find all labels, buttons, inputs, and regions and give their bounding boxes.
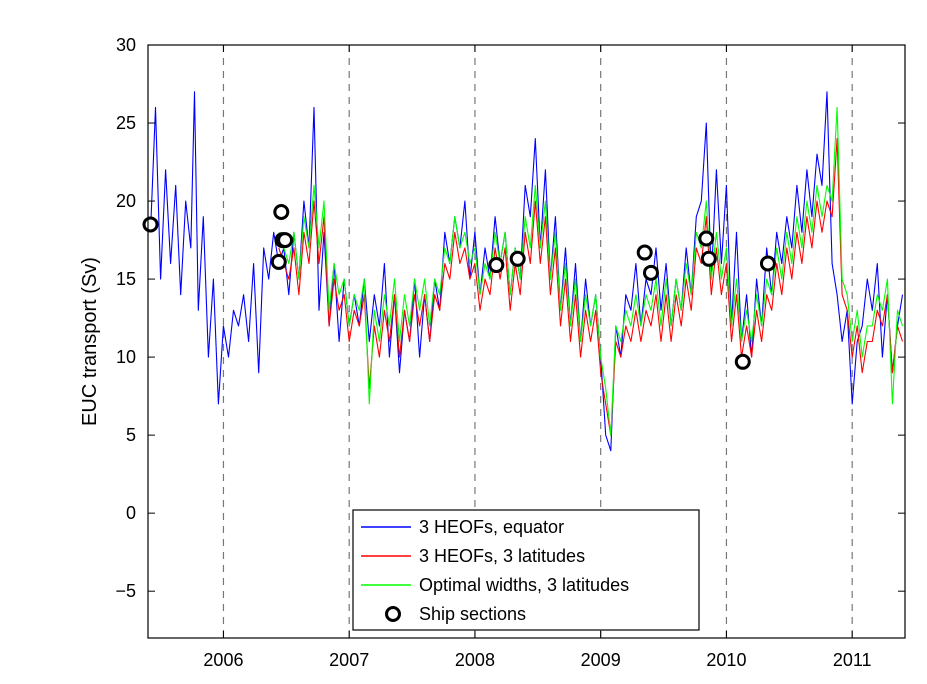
x-tick-label: 2006 (203, 650, 243, 670)
y-tick-label: 10 (116, 347, 136, 367)
series-line (149, 91, 904, 452)
plot-frame (147, 44, 906, 639)
y-tick-label: 15 (116, 269, 136, 289)
legend-label: Optimal widths, 3 latitudes (419, 575, 629, 595)
legend-box (352, 509, 700, 631)
ship-section-point (734, 353, 751, 370)
ship-section-point (488, 257, 505, 274)
ship-section-point (509, 250, 526, 267)
x-tick-label: 2011 (833, 650, 872, 670)
ship-section-point (277, 232, 294, 249)
x-axis-ticks: 2006 2007 2008 2009 2010 2011 (203, 45, 872, 670)
ship-section-point (642, 264, 659, 281)
legend: 3 HEOFs, equator 3 HEOFs, 3 latitudes Opti… (352, 509, 700, 631)
x-tick-label: 2010 (706, 650, 746, 670)
series-line (278, 138, 904, 436)
ship-section-point (273, 203, 290, 220)
series-layer (149, 91, 904, 452)
legend-label: 3 HEOFs, equator (419, 517, 564, 537)
ship-section-point (700, 250, 717, 267)
ship-section-markers (142, 203, 776, 370)
y-tick-label: 25 (116, 113, 136, 133)
ship-section-point (759, 255, 776, 272)
legend-label: 3 HEOFs, 3 latitudes (419, 546, 585, 566)
x-tick-label: 2008 (455, 650, 495, 670)
ship-section-point (636, 244, 653, 261)
y-axis-label: EUC transport (Sv) (79, 257, 101, 426)
x-tick-label: 2009 (581, 650, 621, 670)
y-tick-label: 5 (126, 425, 136, 445)
y-tick-label: 0 (126, 503, 136, 523)
x-tick-label: 2007 (329, 650, 369, 670)
y-tick-label: 30 (116, 35, 136, 55)
ship-section-point (142, 216, 159, 233)
y-tick-label: −5 (115, 581, 136, 601)
y-axis-ticks: −5 0 5 10 15 20 25 30 (115, 35, 905, 601)
series-line (278, 106, 904, 436)
ship-section-point (270, 253, 287, 270)
legend-label: Ship sections (419, 604, 526, 624)
legend-marker-ship-sections (385, 606, 401, 622)
y-tick-label: 20 (116, 191, 136, 211)
ship-section-point (698, 230, 715, 247)
